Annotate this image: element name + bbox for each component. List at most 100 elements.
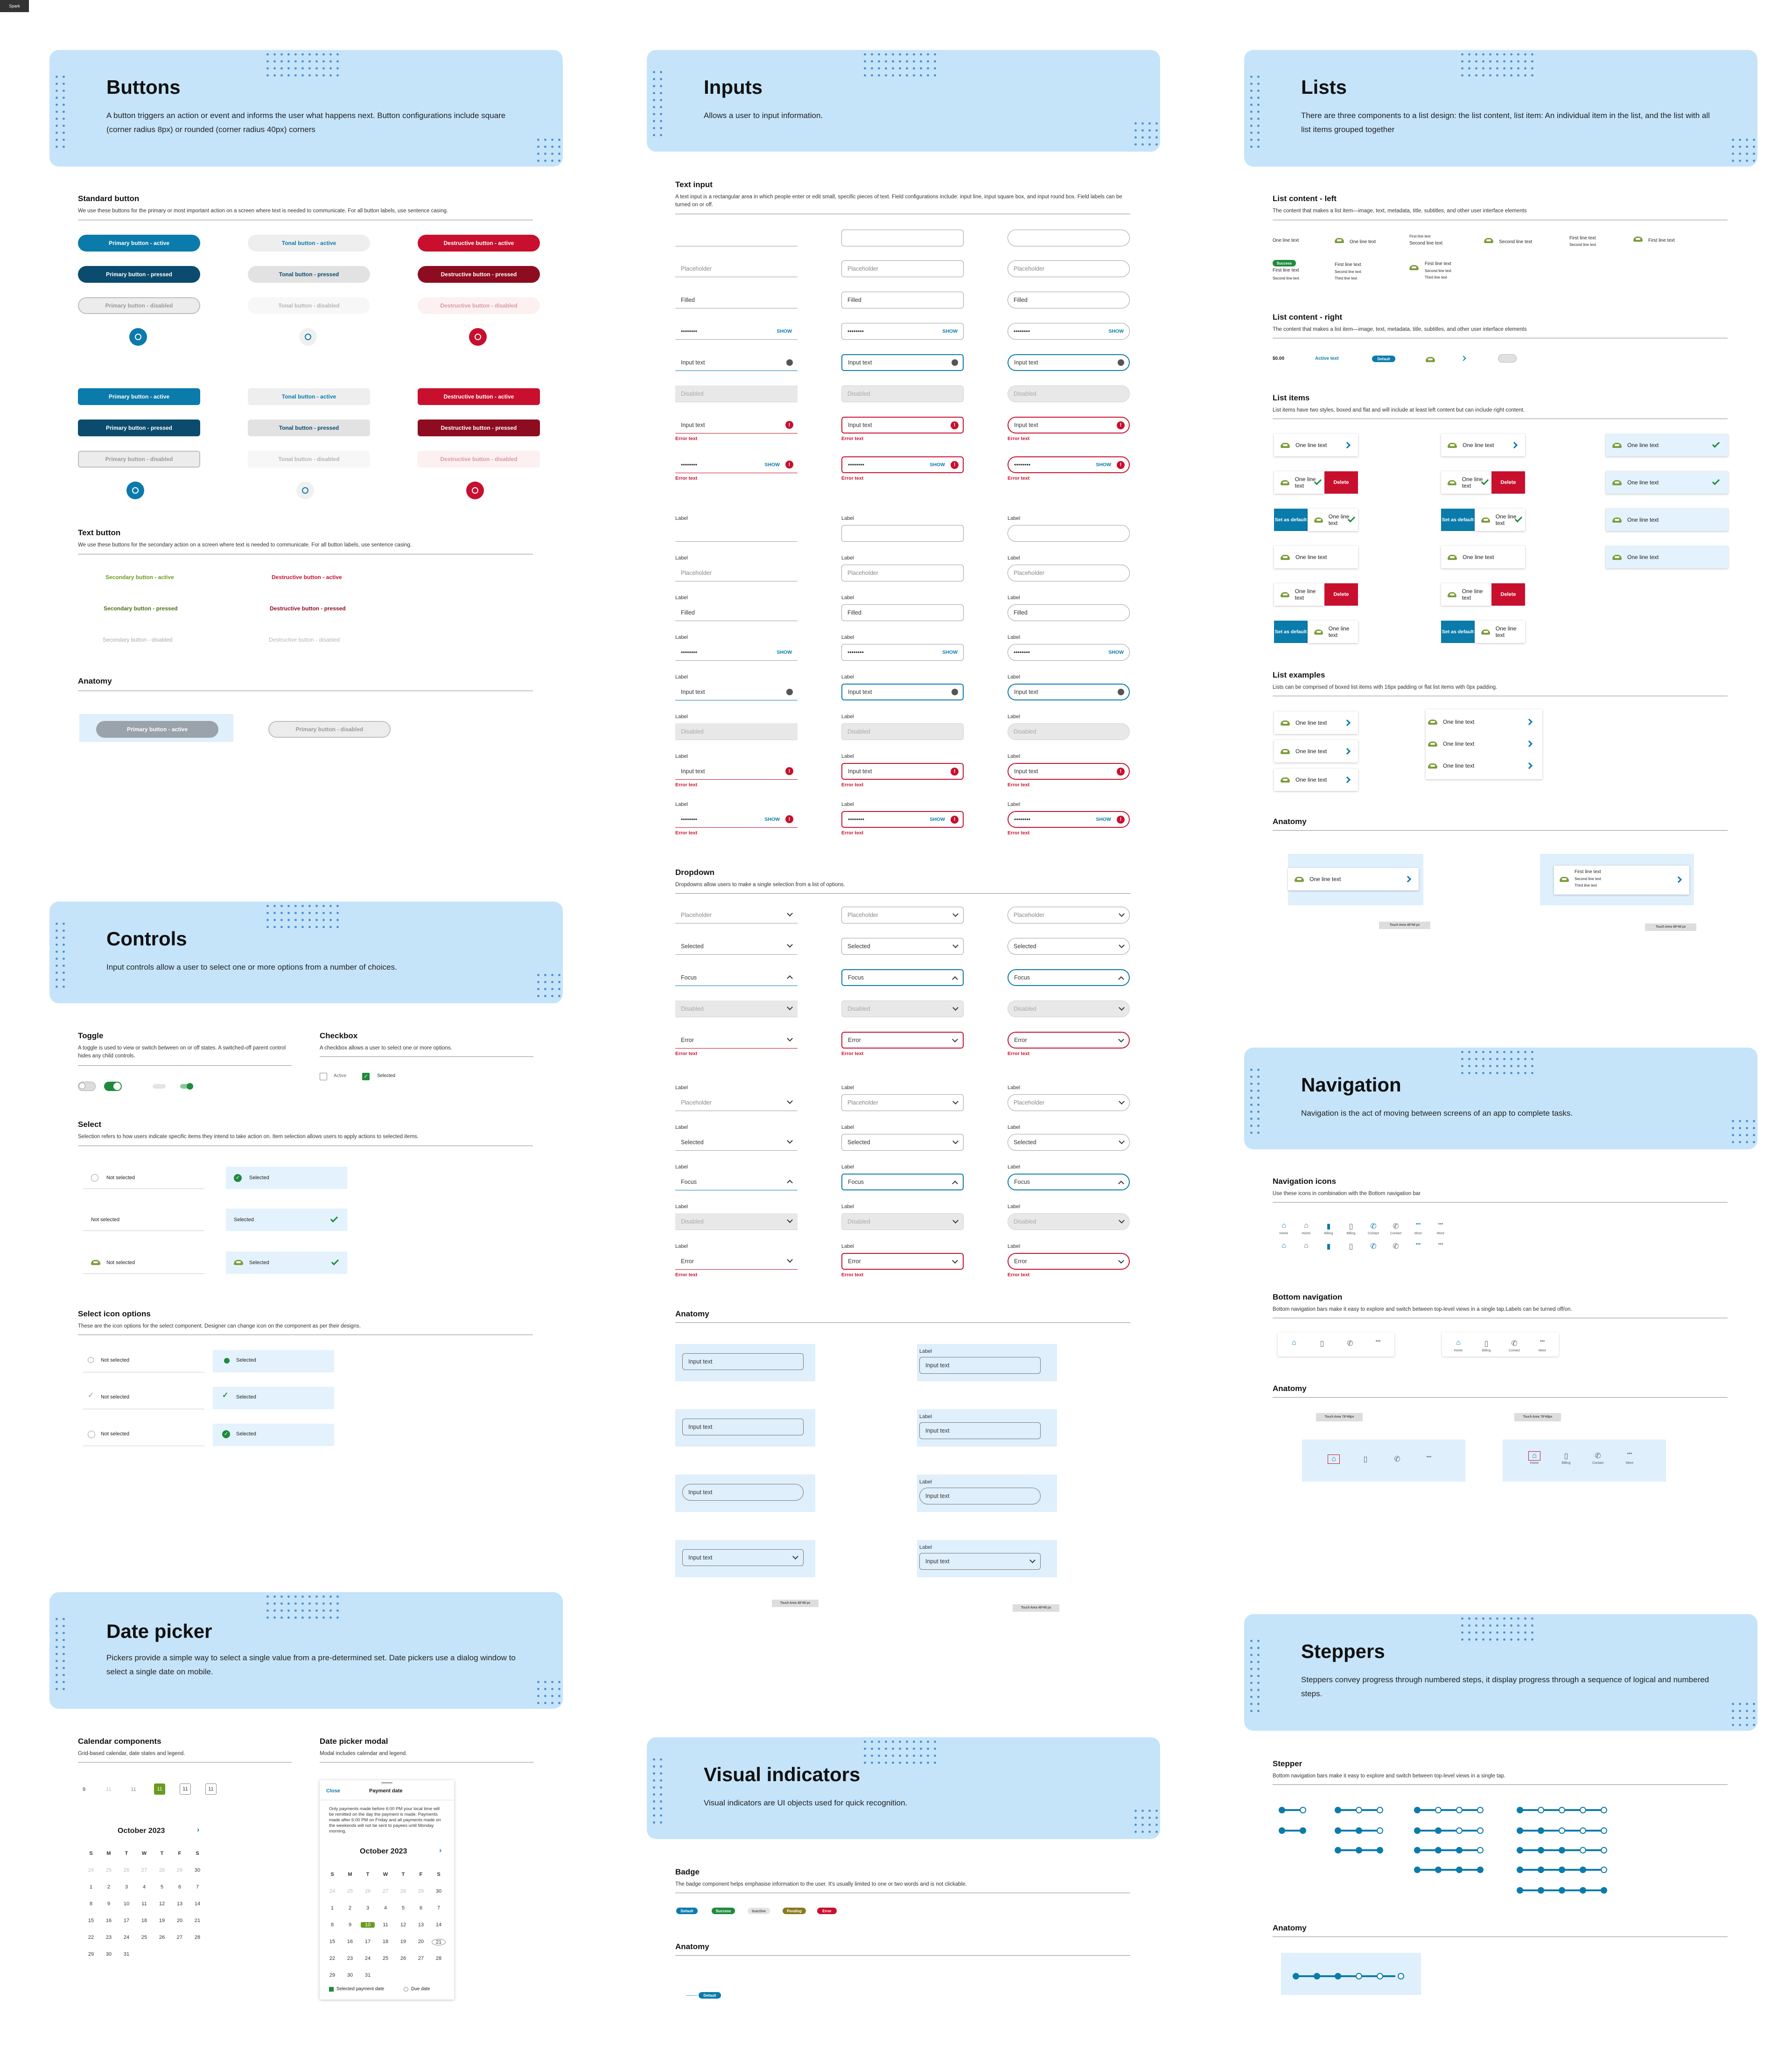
calendar-day[interactable]: 18 [382,1939,389,1944]
labeled-input-errpw[interactable]: •••••••• SHOW! [675,811,798,828]
list-example-boxed[interactable]: One line text [1274,769,1358,791]
primary-button-active-square[interactable]: Primary button - active [78,388,200,405]
stepper-step[interactable] [1456,1847,1463,1853]
calendar-day[interactable]: 26 [364,1888,371,1894]
icon-button-primary[interactable] [129,328,147,346]
contact-outline-icon[interactable]: ✆ [1393,1243,1399,1251]
home-icon[interactable]: ⌂ [1281,1222,1286,1230]
labeled-input-dis[interactable]: Disabled [1008,723,1130,740]
billing-outline-icon[interactable]: ▯ [1349,1223,1353,1231]
labeled-input-err[interactable]: Input text! [675,763,798,780]
dropdown-ph[interactable]: Placeholder [1008,907,1130,923]
text-input-focus[interactable]: Input text [841,354,964,371]
billing-icon[interactable]: ▮ [1326,1223,1331,1231]
contact-icon[interactable]: ✆ [1511,1340,1518,1348]
billing-icon[interactable]: ▯ [1484,1340,1489,1348]
calendar-day[interactable]: 24 [329,1888,336,1894]
date-state-focus[interactable]: 11 [205,1783,217,1795]
stepper-step[interactable] [1601,1807,1607,1813]
billing-icon[interactable]: ▮ [1326,1243,1331,1251]
labeled-input-ph[interactable]: Placeholder [1008,565,1130,581]
calendar-day[interactable]: 19 [400,1939,406,1944]
list-item-arrow[interactable]: One line text [1274,434,1358,456]
dropdown-err[interactable]: Error [675,1253,798,1270]
calendar-day[interactable]: 11 [383,1922,388,1928]
dropdown-focus[interactable]: Focus [1008,969,1130,986]
text-destructive-disabled[interactable]: Destructive button - disabled [269,636,340,643]
calendar-day[interactable]: 28 [435,1956,442,1961]
list-example-flat-item[interactable]: One line text [1428,755,1540,776]
destructive-button-pressed[interactable]: Destructive button - pressed [418,266,540,283]
stepper-step[interactable] [1538,1887,1544,1894]
stepper-step[interactable] [1559,1887,1565,1894]
stepper-step[interactable] [1356,1807,1362,1813]
dropdown-focus[interactable]: Focus [1008,1174,1130,1190]
tonal-button-active-square[interactable]: Tonal button - active [248,388,370,405]
labeled-input-ph[interactable]: Placeholder [675,565,798,581]
checkbox-checked[interactable]: ✓ [362,1073,370,1080]
calendar-day[interactable]: 25 [382,1956,389,1961]
calendar-day[interactable]: 31 [364,1972,371,1978]
text-input-empty[interactable] [675,230,798,246]
stepper-step[interactable] [1538,1867,1544,1873]
calendar-day[interactable]: 30 [194,1867,201,1873]
stepper-step[interactable] [1300,1827,1306,1834]
list-example-boxed[interactable]: One line text [1274,740,1358,762]
dropdown-err[interactable]: Error [841,1253,964,1270]
delete-button[interactable]: Delete [1324,583,1358,606]
stepper-step[interactable] [1356,1827,1362,1834]
labeled-input-empty[interactable] [1008,525,1130,542]
dropdown-sel[interactable]: Selected [675,1134,798,1151]
toggle-off[interactable] [78,1082,96,1091]
text-input-pw[interactable]: •••••••• SHOW [1008,323,1130,340]
dropdown-ph[interactable]: Placeholder [841,1094,964,1111]
primary-button-pressed-square[interactable]: Primary button - pressed [78,420,200,436]
stepper-step[interactable] [1580,1827,1586,1834]
set-default-button[interactable]: Set as default [1441,509,1475,531]
calendar-day[interactable]: 10 [123,1901,130,1907]
calendar-day[interactable]: 3 [366,1905,370,1911]
calendar-day[interactable]: 23 [105,1935,112,1940]
calendar-day[interactable]: 9 [107,1901,111,1907]
dropdown-sel[interactable]: Selected [1008,1134,1130,1151]
calendar-day[interactable]: 21 [194,1918,201,1923]
contact-icon[interactable]: ✆ [1370,1243,1377,1251]
stepper-step[interactable] [1580,1887,1586,1894]
calendar-day[interactable]: 28 [159,1867,165,1873]
tonal-button-pressed[interactable]: Tonal button - pressed [248,266,370,283]
labeled-input-empty[interactable] [675,525,798,542]
text-input-dis[interactable]: Disabled [841,385,964,402]
stepper-step[interactable] [1517,1847,1523,1853]
icon-option-radio[interactable]: Not selected [83,1350,204,1372]
toggle-small-on[interactable] [180,1083,193,1090]
calendar-day[interactable]: 28 [400,1888,406,1894]
dropdown-err[interactable]: Error [675,1032,798,1049]
dropdown-err[interactable]: Error [1008,1032,1130,1049]
labeled-input-ph[interactable]: Placeholder [841,565,964,581]
calendar-day[interactable]: 26 [123,1867,130,1873]
stepper-step[interactable] [1559,1827,1565,1834]
stepper-step[interactable] [1279,1807,1285,1813]
dropdown-focus[interactable]: Focus [841,969,964,986]
calendar-day[interactable]: 12 [400,1922,406,1928]
dropdown-ph[interactable]: Placeholder [841,907,964,923]
calendar-day[interactable]: 20 [176,1918,183,1923]
labeled-input-pw[interactable]: •••••••• SHOW [675,644,798,661]
stepper-step[interactable] [1435,1827,1442,1834]
primary-button-disabled[interactable]: Primary button - disabled [78,297,200,314]
calendar-day[interactable]: 12 [159,1901,165,1907]
calendar-day[interactable]: 13 [418,1922,424,1928]
date-state-other[interactable]: 11 [131,1787,136,1792]
stepper-step[interactable] [1601,1827,1607,1834]
billing-outline-icon[interactable]: ▯ [1349,1243,1353,1251]
text-input-dis[interactable]: Disabled [1008,385,1130,402]
dropdown-dis[interactable]: Disabled [841,1000,964,1017]
stepper-step[interactable] [1580,1807,1586,1813]
home-icon[interactable]: ⌂ [1292,1339,1296,1347]
delete-button[interactable]: Delete [1491,583,1525,606]
dropdown-dis[interactable]: Disabled [1008,1000,1130,1017]
select-item-plain-selected[interactable]: Selected [226,1209,347,1231]
secondary-button-active[interactable]: Secondary button - active [105,574,174,580]
text-input-dis[interactable]: Disabled [675,385,798,402]
icon-button-primary[interactable] [126,482,144,499]
